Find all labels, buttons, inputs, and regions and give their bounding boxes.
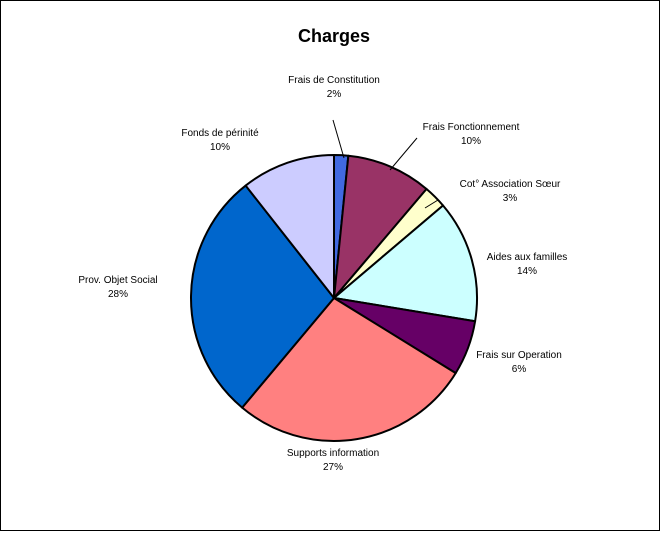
- pie-slice: [333, 204, 478, 323]
- slice-percent-label: 28%: [108, 289, 128, 300]
- slice-percent-label: 6%: [512, 364, 527, 375]
- leader-lines: [332, 119, 439, 209]
- slice-percent-label: 3%: [503, 193, 518, 204]
- slice-label: Prov. Objet Social: [78, 275, 157, 286]
- slice-percent-label: 27%: [323, 462, 343, 473]
- pie-slices: [190, 153, 478, 442]
- slice-label: Frais sur Operation: [476, 350, 562, 361]
- slice-label: Aides aux familles: [487, 252, 568, 263]
- slice-label: Supports information: [287, 448, 379, 459]
- slice-label: Frais Fonctionnement: [423, 122, 520, 133]
- leader-line: [332, 119, 345, 159]
- pie-slice: [244, 154, 335, 299]
- pie-slice: [241, 297, 457, 442]
- chart-title: Charges: [298, 26, 370, 46]
- slice-labels: Frais de Constitution 2% Frais Fonctionnem…: [78, 75, 567, 473]
- leader-line: [389, 137, 418, 171]
- pie-slice: [190, 184, 335, 409]
- slice-percent-label: 10%: [461, 136, 481, 147]
- slice-percent-label: 14%: [517, 266, 537, 277]
- slice-percent-label: 2%: [327, 89, 342, 100]
- slice-percent-label: 10%: [210, 142, 230, 153]
- slice-label: Cot° Association Sœur: [460, 179, 561, 190]
- slice-label: Fonds de périnité: [181, 128, 259, 139]
- slice-label: Frais de Constitution: [288, 75, 380, 86]
- pie-slice: [333, 154, 428, 299]
- leader-line: [424, 199, 439, 209]
